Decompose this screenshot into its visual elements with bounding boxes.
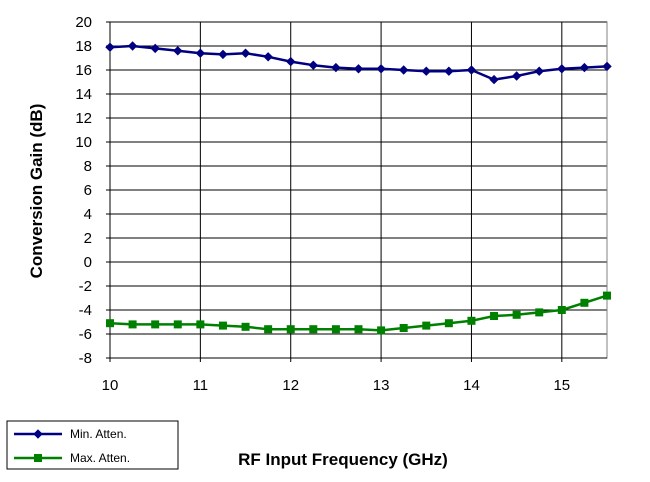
data-point-min-atten — [331, 62, 341, 73]
data-point-min-atten — [127, 41, 138, 51]
y-axis-title: Conversion Gain (dB) — [27, 104, 46, 279]
series-layer — [105, 41, 612, 335]
legend-label-max-atten: Max. Atten. — [70, 451, 130, 465]
data-point-min-atten — [489, 74, 499, 85]
y-tick-label: 0 — [84, 254, 92, 271]
data-point-max-atten — [444, 319, 453, 328]
y-tick-label: 16 — [75, 62, 92, 79]
series-min-atten — [105, 41, 612, 85]
data-point-max-atten — [377, 326, 386, 335]
data-point-min-atten — [105, 42, 115, 52]
x-tick-label: 15 — [553, 377, 570, 394]
x-tick-label: 11 — [193, 377, 209, 394]
data-point-max-atten — [603, 291, 611, 300]
data-point-min-atten — [286, 56, 296, 67]
y-tick-label: 4 — [84, 206, 92, 223]
data-point-max-atten — [580, 298, 589, 307]
y-tick-label: -4 — [79, 302, 92, 319]
x-axis-title: RF Input Frequency (GHz) — [238, 450, 448, 469]
legend-item-max-atten: Max. Atten. — [14, 451, 130, 465]
axes — [106, 21, 607, 362]
data-point-max-atten — [264, 325, 273, 334]
data-point-max-atten — [422, 321, 431, 330]
y-tick-label: 12 — [75, 110, 92, 127]
legend-label-min-atten: Min. Atten. — [70, 427, 127, 441]
data-point-min-atten — [444, 66, 454, 76]
legend-item-min-atten: Min. Atten. — [14, 427, 127, 441]
data-point-min-atten — [602, 61, 612, 72]
y-tick-label: -8 — [79, 350, 92, 367]
x-tick-label: 10 — [102, 377, 119, 394]
y-tick-label: 20 — [75, 14, 92, 31]
y-tick-label: 14 — [75, 86, 92, 103]
y-tick-label: 8 — [84, 158, 92, 175]
data-point-min-atten — [534, 66, 544, 76]
data-point-min-atten — [353, 64, 364, 74]
y-tick-label: 10 — [75, 134, 92, 151]
data-point-min-atten — [511, 71, 522, 81]
data-point-max-atten — [467, 316, 476, 325]
y-tick-label: -2 — [79, 278, 92, 295]
data-point-max-atten — [106, 319, 114, 328]
x-tick-label: 12 — [282, 377, 299, 394]
data-point-min-atten — [240, 48, 251, 58]
data-point-max-atten — [399, 324, 408, 332]
data-point-min-atten — [308, 60, 319, 70]
data-point-min-atten — [579, 62, 590, 73]
y-tick-label: 18 — [75, 38, 92, 55]
data-point-min-atten — [173, 46, 183, 56]
data-point-min-atten — [557, 64, 567, 74]
data-point-min-atten — [398, 65, 409, 75]
data-point-max-atten — [557, 306, 566, 314]
data-point-max-atten — [151, 320, 160, 329]
x-tick-labels: 10 11 12 13 14 15 — [102, 377, 571, 394]
data-point-max-atten — [218, 321, 227, 330]
data-point-min-atten — [421, 66, 431, 76]
data-point-max-atten — [173, 320, 182, 329]
y-tick-label: 2 — [84, 230, 92, 247]
data-point-min-atten — [150, 43, 160, 54]
data-point-max-atten — [128, 320, 137, 329]
legend-marker-max-atten — [34, 454, 42, 462]
legend: Min. Atten. Max. Atten. — [6, 420, 179, 470]
data-point-min-atten — [376, 64, 386, 74]
data-point-max-atten — [354, 325, 363, 334]
data-point-max-atten — [196, 320, 205, 329]
data-point-min-atten — [195, 48, 206, 58]
data-point-min-atten — [218, 49, 228, 60]
series-max-atten — [106, 291, 611, 335]
y-tick-labels: -8 -6 -4 -2 0 2 4 6 8 10 12 14 16 18 20 — [75, 14, 92, 367]
data-point-max-atten — [241, 322, 250, 331]
data-point-max-atten — [286, 325, 295, 334]
x-tick-label: 13 — [373, 377, 390, 394]
data-point-min-atten — [466, 65, 477, 75]
data-point-max-atten — [331, 325, 340, 334]
data-point-min-atten — [263, 52, 273, 62]
data-point-max-atten — [490, 312, 499, 320]
y-tick-label: 6 — [84, 182, 92, 199]
x-tick-label: 14 — [463, 377, 480, 394]
data-point-max-atten — [512, 310, 521, 319]
legend-marker-min-atten — [33, 429, 43, 439]
data-point-max-atten — [535, 308, 544, 317]
data-point-max-atten — [309, 325, 318, 334]
y-tick-label: -6 — [79, 326, 92, 343]
